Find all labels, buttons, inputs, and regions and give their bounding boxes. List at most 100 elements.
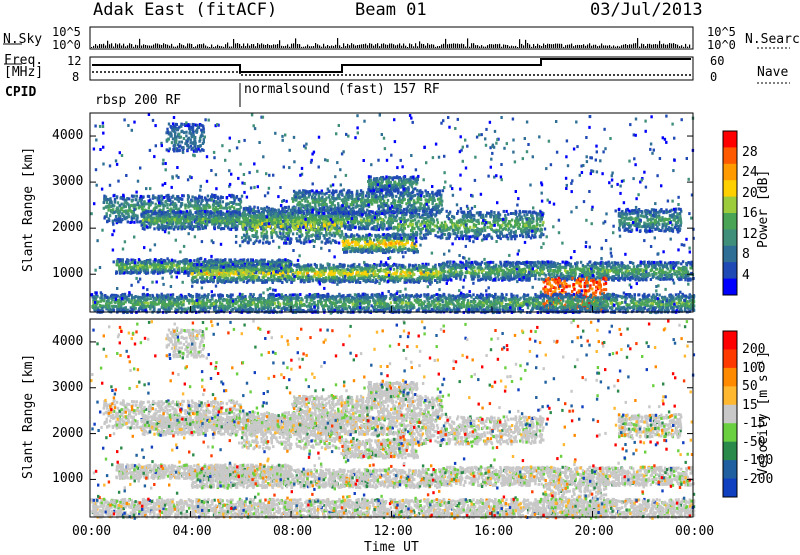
- power-cell: [178, 218, 180, 221]
- power-cell: [318, 212, 320, 215]
- power-cell: [486, 226, 488, 229]
- nsky-bar: [367, 45, 368, 48]
- power-cell: [518, 213, 520, 216]
- power-cell: [243, 207, 245, 210]
- power-cell: [155, 203, 157, 206]
- power-cell: [300, 191, 302, 194]
- power-cell: [195, 197, 197, 200]
- power-cell: [302, 191, 304, 194]
- power-cell: [266, 231, 268, 234]
- power-cell: [241, 240, 243, 243]
- power-cell: [270, 211, 272, 214]
- power-cell: [493, 215, 495, 218]
- nsky-bar: [643, 44, 644, 48]
- nsky-bar: [287, 44, 288, 48]
- nsky-bar: [419, 41, 420, 48]
- power-cell: [441, 236, 443, 239]
- power-cell: [220, 205, 222, 208]
- power-cell: [413, 199, 415, 202]
- nsky-bar: [443, 44, 444, 48]
- power-cell: [394, 202, 396, 205]
- nsky-bar: [125, 46, 126, 48]
- nsky-bar: [415, 43, 416, 48]
- nsky-bar: [535, 46, 536, 48]
- power-cell: [454, 232, 456, 235]
- nsky-bar: [361, 44, 362, 48]
- power-cell: [303, 212, 305, 215]
- power-cell: [341, 233, 343, 236]
- nsky-bar: [157, 44, 158, 48]
- power-cell: [181, 216, 183, 219]
- nsky-bar: [217, 45, 218, 48]
- power-cell: [197, 223, 199, 226]
- power-cell: [438, 193, 440, 196]
- power-cell: [390, 202, 392, 205]
- power-cell: [162, 216, 164, 219]
- power-cell: [329, 199, 331, 202]
- nsky-bar: [493, 45, 494, 48]
- power-cell: [328, 194, 330, 197]
- power-cell: [136, 220, 138, 223]
- power-cell: [303, 197, 305, 200]
- power-cell: [136, 195, 138, 198]
- nsky-bar: [163, 43, 164, 48]
- power-cell: [504, 214, 506, 217]
- power-cell: [353, 234, 355, 237]
- power-cell: [171, 217, 173, 220]
- power-cell: [191, 199, 193, 202]
- nsky-bar: [225, 44, 226, 48]
- nsky-bar: [253, 44, 254, 48]
- power-cell: [378, 248, 380, 251]
- power-cell: [281, 237, 283, 240]
- nsky-bar: [505, 45, 506, 48]
- power-cell: [213, 203, 215, 206]
- power-cell: [187, 223, 189, 226]
- power-cell: [175, 206, 177, 209]
- nsky-bar: [653, 44, 654, 48]
- nsky-bar: [611, 47, 612, 48]
- power-cell: [265, 241, 267, 244]
- power-cell: [262, 209, 264, 212]
- power-cell: [300, 207, 302, 210]
- nsky-bar: [263, 44, 264, 48]
- power-cell: [450, 226, 452, 229]
- nsky-bar: [201, 44, 202, 48]
- power-cell: [361, 237, 363, 240]
- nsky-bar: [385, 44, 386, 48]
- nsky-bar: [297, 44, 298, 48]
- power-cell: [320, 232, 322, 235]
- power-cell: [441, 233, 443, 236]
- nsky-bar: [661, 44, 662, 48]
- nsky-bar: [255, 46, 256, 48]
- power-cell: [507, 213, 509, 216]
- nsky-bar: [647, 44, 648, 48]
- power-cell: [337, 222, 339, 225]
- nsky-bar: [463, 44, 464, 48]
- power-cell: [479, 213, 481, 216]
- power-cell: [240, 206, 242, 209]
- power-cell: [503, 235, 505, 238]
- power-cell: [402, 223, 404, 226]
- power-cell: [419, 236, 421, 239]
- nsky-bar: [129, 43, 130, 48]
- nsky-bar: [181, 44, 182, 48]
- nsky-bar: [619, 47, 620, 48]
- power-cell: [458, 227, 460, 230]
- power-cell: [508, 222, 510, 225]
- power-cell: [284, 226, 286, 229]
- power-cell: [424, 233, 426, 236]
- nsky-bar: [379, 46, 380, 48]
- power-cell: [247, 241, 249, 244]
- power-cell: [419, 223, 421, 226]
- power-cell: [368, 233, 370, 236]
- power-cell: [394, 205, 396, 208]
- power-cell: [536, 223, 538, 226]
- power-cell: [510, 212, 512, 215]
- power-cell: [424, 213, 426, 216]
- power-cell: [372, 242, 374, 245]
- power-cell: [164, 219, 166, 222]
- power-cell: [326, 228, 328, 231]
- power-cell: [143, 224, 145, 227]
- power-cell: [153, 227, 155, 230]
- power-cell: [121, 203, 123, 206]
